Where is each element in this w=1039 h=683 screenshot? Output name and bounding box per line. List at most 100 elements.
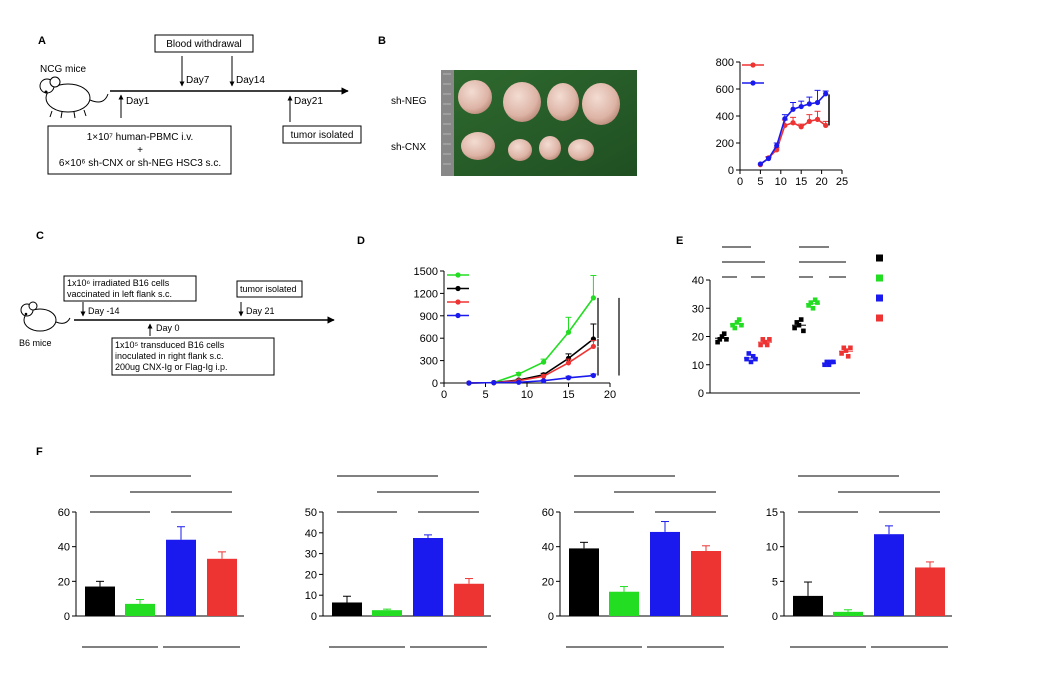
scatter-point [839, 351, 844, 356]
scatter-point [733, 326, 738, 331]
legend-marker [876, 255, 883, 262]
data-point [823, 123, 828, 128]
bar [915, 567, 945, 616]
scatter-point [799, 317, 804, 322]
photo-row-neg: sh-NEG [391, 96, 427, 107]
y-tick-label: 0 [311, 611, 317, 623]
data-point [566, 375, 571, 380]
legend-marker [876, 275, 883, 282]
bar [207, 559, 237, 616]
x-tick-label: 15 [562, 389, 574, 401]
mouse-icon [40, 77, 108, 118]
tumor-photo [441, 70, 637, 176]
y-tick-label: 800 [716, 57, 734, 69]
chart-f4: 051015 [766, 476, 952, 647]
y-tick-label: 5 [772, 576, 778, 588]
data-point [541, 359, 546, 364]
x-tick-label: 15 [795, 176, 807, 188]
y-tick-label: 40 [692, 275, 704, 287]
vaccine-line-2: vaccinated in left flank s.c. [67, 289, 172, 299]
panel-label-c: C [36, 230, 44, 242]
y-tick-label: 1500 [414, 266, 438, 278]
scatter-point [811, 306, 816, 311]
bar [691, 551, 721, 616]
panel-c: C B6 mice 1x10⁶ irradiated B16 cells vac… [19, 230, 334, 375]
y-tick-label: 200 [716, 138, 734, 150]
day-m14-label: Day -14 [88, 306, 120, 316]
y-tick-label: 60 [542, 507, 554, 519]
data-point [541, 378, 546, 383]
scatter-point [792, 326, 797, 331]
photo-row-cnx: sh-CNX [391, 142, 426, 153]
mouse-icon-b6 [21, 302, 70, 331]
y-tick-label: 0 [772, 611, 778, 623]
scatter-point [749, 360, 754, 365]
panel-label-b: B [378, 35, 386, 47]
y-tick-label: 40 [305, 528, 317, 540]
legend-marker [876, 315, 883, 322]
y-tick-label: 40 [542, 542, 554, 554]
legend-marker [750, 80, 755, 85]
scatter-point [848, 346, 853, 351]
chart-d: 0 300 600 900 1200 1500 0 5 10 15 20 [414, 266, 619, 401]
bar [413, 538, 443, 616]
day14-label: Day14 [236, 75, 265, 86]
data-point [541, 374, 546, 379]
y-tick-label: 40 [58, 542, 70, 554]
data-point [566, 360, 571, 365]
tumor-text-c: tumor isolated [240, 284, 297, 294]
data-point [782, 116, 787, 121]
x-tick-label: 20 [604, 389, 616, 401]
tumor-text: tumor isolated [291, 130, 354, 141]
panel-d: D 0300600900120015000 5 10 15 20 [357, 235, 619, 401]
data-point [774, 143, 779, 148]
injection-line-3: 6×10⁶ sh-CNX or sh-NEG HSC3 s.c. [59, 158, 221, 169]
legend-marker [455, 313, 460, 318]
y-tick-label: 60 [58, 507, 70, 519]
bar [650, 532, 680, 616]
data-point [790, 107, 795, 112]
chart-e: 010203040 [692, 247, 883, 400]
legend-marker [455, 299, 460, 304]
y-tick-label: 20 [542, 576, 554, 588]
bar [793, 596, 823, 616]
data-point [516, 371, 521, 376]
scatter-point [767, 337, 772, 342]
y-tick-label: 0 [432, 378, 438, 390]
bar [125, 604, 155, 616]
series-line-0 [469, 298, 594, 383]
day7-label: Day7 [186, 75, 210, 86]
series-line-1 [469, 339, 594, 383]
legend-marker [750, 62, 755, 67]
panel-label-e: E [676, 235, 683, 247]
chart-f1: 0 20 40 60 [58, 476, 244, 647]
x-tick-label: 10 [521, 389, 533, 401]
y-tick-label: 600 [716, 84, 734, 96]
data-point [491, 380, 496, 385]
y-tick-label: 0 [728, 165, 734, 177]
y-tick-label: 20 [692, 332, 704, 344]
panel-f: F 0 20 40 60 0 10 20 30 40 50 0 20 40 60 0 5 10 15 [36, 446, 952, 647]
panel-label-d: D [357, 235, 365, 247]
data-point [807, 101, 812, 106]
data-point [807, 119, 812, 124]
panel-label-f: F [36, 446, 43, 458]
y-tick-label: 50 [305, 507, 317, 519]
data-point [799, 104, 804, 109]
inoculation-line-3: 200ug CNX-Ig or Flag-Ig i.p. [115, 362, 228, 372]
y-tick-label: 0 [698, 388, 704, 400]
data-point [591, 373, 596, 378]
inoculation-line-1: 1x10⁵ transduced B16 cells [115, 340, 225, 350]
scatter-point [758, 343, 763, 348]
mouse-label: NCG mice [40, 64, 87, 75]
y-tick-label: 10 [305, 590, 317, 602]
y-tick-label: 900 [420, 311, 438, 323]
x-tick-label: 20 [815, 176, 827, 188]
data-point [823, 91, 828, 96]
bar [85, 587, 115, 616]
y-tick-label: 20 [58, 576, 70, 588]
scatter-point [765, 343, 770, 348]
vaccine-line-1: 1x10⁶ irradiated B16 cells [67, 278, 170, 288]
data-point [815, 117, 820, 122]
chart-b: 02004006008000 5 10 15 20 25 [716, 57, 848, 188]
